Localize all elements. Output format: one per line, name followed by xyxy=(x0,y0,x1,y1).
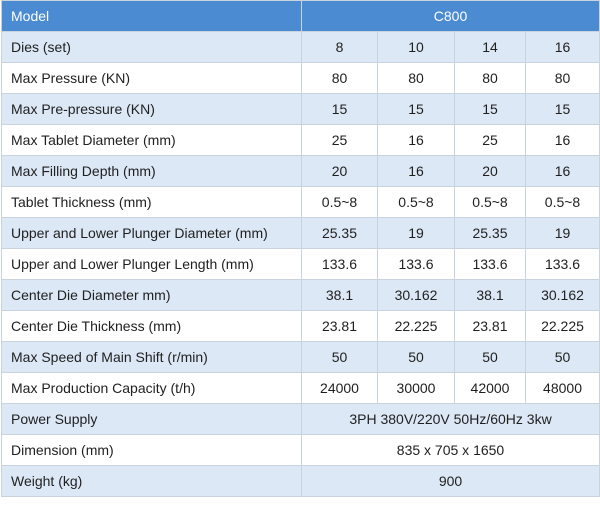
spec-value: 42000 xyxy=(454,372,526,404)
spec-value: 24000 xyxy=(301,372,378,404)
spec-value: 15 xyxy=(524,93,600,125)
spec-value: 3PH 380V/220V 50Hz/60Hz 3kw xyxy=(300,403,600,435)
spec-value: 0.5~8 xyxy=(301,186,378,218)
spec-value: 50 xyxy=(377,341,455,373)
spec-value: 25.35 xyxy=(454,217,526,249)
spec-value: 15 xyxy=(454,93,526,125)
spec-value: 22.225 xyxy=(377,310,455,342)
spec-label: Max Pre-pressure (KN) xyxy=(1,93,302,125)
table-row: Max Tablet Diameter (mm) 25 16 25 16 xyxy=(1,124,600,156)
spec-label: Dies (set) xyxy=(1,31,302,63)
spec-value: 10 xyxy=(377,31,455,63)
spec-value: 900 xyxy=(300,465,600,497)
spec-value: 8 xyxy=(301,31,378,63)
table-row: Max Production Capacity (t/h) 24000 30000 4… xyxy=(1,372,600,404)
spec-value: 48000 xyxy=(524,372,600,404)
spec-label: Power Supply xyxy=(1,403,302,435)
spec-label: Center Die Thickness (mm) xyxy=(1,310,302,342)
model-name: C800 xyxy=(300,0,600,32)
spec-value: 16 xyxy=(377,155,455,187)
table-header-row: Model C800 xyxy=(1,0,600,32)
spec-value: 15 xyxy=(301,93,378,125)
spec-value: 20 xyxy=(301,155,378,187)
table-row: Weight (kg) 900 xyxy=(1,465,600,497)
spec-value: 30.162 xyxy=(524,279,600,311)
spec-label: Weight (kg) xyxy=(1,465,302,497)
spec-label: Max Pressure (KN) xyxy=(1,62,302,94)
spec-value: 16 xyxy=(524,31,600,63)
spec-value: 50 xyxy=(454,341,526,373)
spec-value: 23.81 xyxy=(301,310,378,342)
spec-value: 133.6 xyxy=(454,248,526,280)
spec-value: 30.162 xyxy=(377,279,455,311)
spec-value: 25 xyxy=(301,124,378,156)
spec-label: Max Filling Depth (mm) xyxy=(1,155,302,187)
spec-value: 0.5~8 xyxy=(454,186,526,218)
spec-value: 16 xyxy=(377,124,455,156)
spec-value: 38.1 xyxy=(301,279,378,311)
spec-table: Model C800 Dies (set) 8 10 14 16 Max Pressure… xyxy=(1,0,600,497)
spec-value: 80 xyxy=(524,62,600,94)
table-row: Upper and Lower Plunger Length (mm) 133.6… xyxy=(1,248,600,280)
spec-value: 0.5~8 xyxy=(524,186,600,218)
table-row: Upper and Lower Plunger Diameter (mm) 25.… xyxy=(1,217,600,249)
table-row: Center Die Diameter mm) 38.1 30.162 38.1 30.… xyxy=(1,279,600,311)
spec-label: Tablet Thickness (mm) xyxy=(1,186,302,218)
spec-value: 133.6 xyxy=(377,248,455,280)
model-header-label: Model xyxy=(1,0,302,32)
spec-value: 133.6 xyxy=(524,248,600,280)
spec-label: Max Tablet Diameter (mm) xyxy=(1,124,302,156)
spec-value: 22.225 xyxy=(524,310,600,342)
spec-value: 80 xyxy=(454,62,526,94)
table-row: Center Die Thickness (mm) 23.81 22.225 23.8… xyxy=(1,310,600,342)
spec-value: 25 xyxy=(454,124,526,156)
spec-value: 14 xyxy=(454,31,526,63)
spec-value: 16 xyxy=(524,155,600,187)
spec-value: 50 xyxy=(524,341,600,373)
spec-value: 80 xyxy=(377,62,455,94)
spec-value: 19 xyxy=(377,217,455,249)
spec-value: 50 xyxy=(301,341,378,373)
table-row: Dimension (mm) 835 x 705 x 1650 xyxy=(1,434,600,466)
spec-value: 0.5~8 xyxy=(377,186,455,218)
spec-label: Dimension (mm) xyxy=(1,434,302,466)
spec-value: 16 xyxy=(524,124,600,156)
table-row: Dies (set) 8 10 14 16 xyxy=(1,31,600,63)
table-row: Max Pre-pressure (KN) 15 15 15 15 xyxy=(1,93,600,125)
spec-value: 80 xyxy=(301,62,378,94)
spec-label: Upper and Lower Plunger Length (mm) xyxy=(1,248,302,280)
spec-value: 835 x 705 x 1650 xyxy=(300,434,600,466)
spec-label: Center Die Diameter mm) xyxy=(1,279,302,311)
spec-label: Upper and Lower Plunger Diameter (mm) xyxy=(1,217,302,249)
table-row: Max Filling Depth (mm) 20 16 20 16 xyxy=(1,155,600,187)
spec-value: 38.1 xyxy=(454,279,526,311)
spec-value: 30000 xyxy=(377,372,455,404)
spec-value: 19 xyxy=(524,217,600,249)
table-row: Max Speed of Main Shift (r/min) 50 50 50 50 xyxy=(1,341,600,373)
spec-value: 15 xyxy=(377,93,455,125)
table-row: Tablet Thickness (mm) 0.5~8 0.5~8 0.5~8 0.5~… xyxy=(1,186,600,218)
spec-value: 23.81 xyxy=(454,310,526,342)
spec-label: Max Speed of Main Shift (r/min) xyxy=(1,341,302,373)
spec-label: Max Production Capacity (t/h) xyxy=(1,372,302,404)
spec-value: 25.35 xyxy=(301,217,378,249)
spec-value: 133.6 xyxy=(301,248,378,280)
table-row: Power Supply 3PH 380V/220V 50Hz/60Hz 3kw xyxy=(1,403,600,435)
table-row: Max Pressure (KN) 80 80 80 80 xyxy=(1,62,600,94)
spec-value: 20 xyxy=(454,155,526,187)
